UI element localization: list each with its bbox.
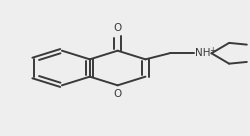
Text: O: O xyxy=(114,89,122,99)
Text: +: + xyxy=(209,46,216,55)
Text: NH: NH xyxy=(195,48,210,58)
Text: O: O xyxy=(114,23,122,33)
